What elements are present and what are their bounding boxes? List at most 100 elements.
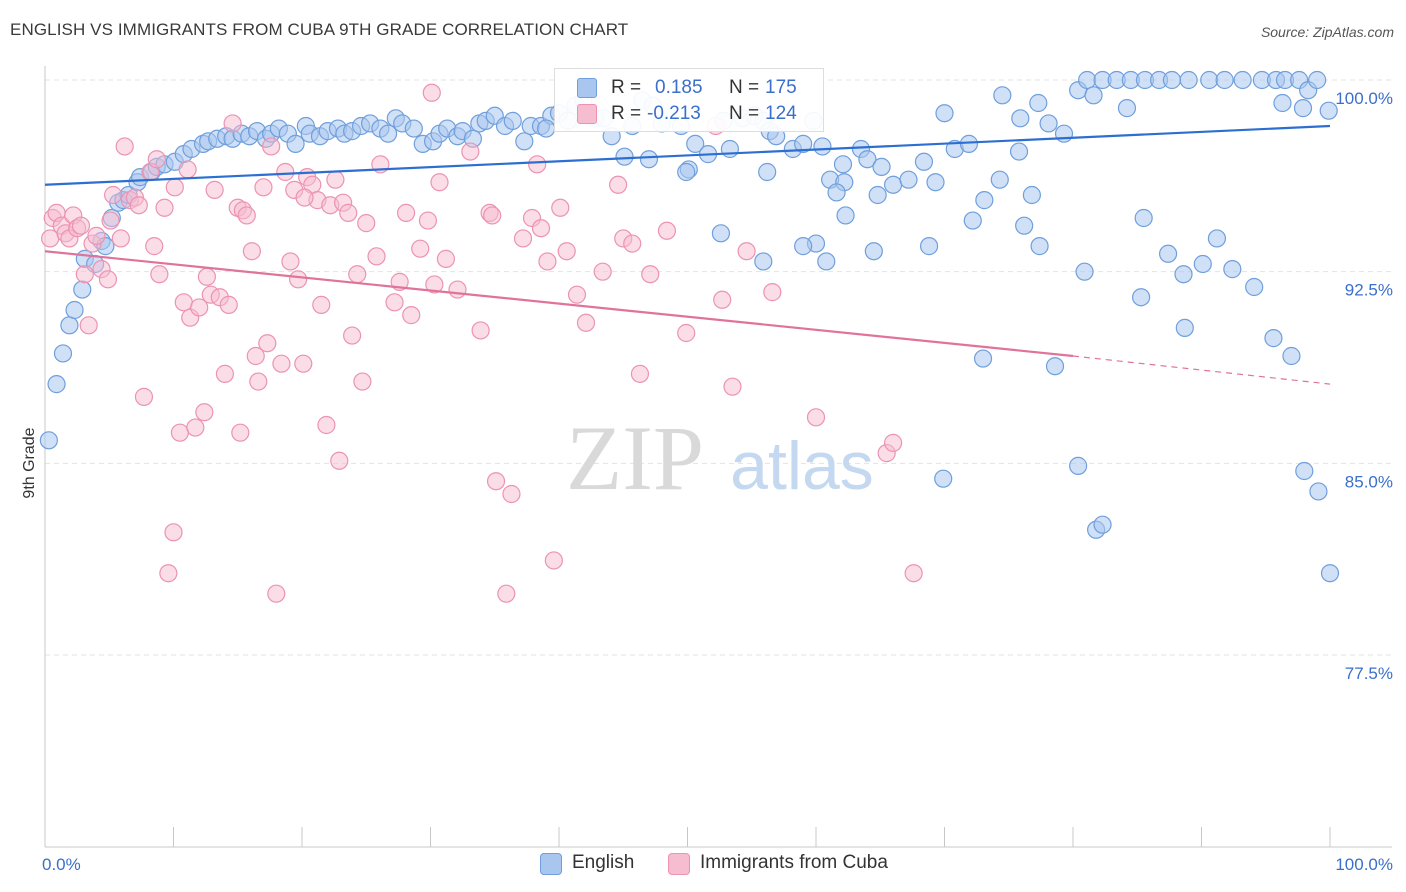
cuba-point	[630, 364, 650, 383]
cuba-point	[326, 170, 345, 189]
english-point	[39, 431, 58, 450]
gridlines	[45, 79, 1392, 656]
cuba-point	[294, 354, 313, 373]
english-point	[1193, 254, 1212, 274]
bottom-legend: English Immigrants from Cuba	[0, 852, 1406, 878]
english-point	[833, 155, 853, 174]
english-point	[883, 175, 903, 194]
english-point	[639, 150, 659, 169]
english-point	[813, 137, 832, 156]
cuba-point	[237, 206, 256, 225]
cuba-point	[657, 221, 677, 240]
english-point	[1245, 277, 1264, 297]
english-point	[1223, 260, 1242, 279]
english-point	[47, 375, 66, 394]
cuba-point	[723, 377, 742, 396]
cuba-point	[317, 415, 336, 435]
cuba-point	[312, 295, 331, 314]
x-tick-label: 100.0%	[1335, 855, 1393, 874]
english-point	[858, 150, 877, 169]
english-point	[1207, 229, 1227, 248]
english-point	[515, 132, 534, 151]
cuba-point	[806, 408, 826, 427]
stats-legend: R = 0.185 N = 175 R = -0.213 N = 124	[554, 68, 824, 132]
english-point	[1319, 101, 1338, 120]
english-point	[1200, 70, 1219, 90]
english-point	[919, 237, 939, 256]
y-tick-label: 100.0%	[1335, 89, 1393, 108]
cuba-point	[165, 178, 184, 197]
english-point	[899, 170, 918, 189]
cuba-point	[246, 346, 265, 366]
cuba-point	[197, 267, 217, 286]
source-credit: Source: ZipAtlas.com	[1260, 24, 1394, 40]
cuba-point	[483, 206, 502, 225]
watermark-atlas: atlas	[730, 428, 874, 504]
cuba-point	[159, 564, 178, 583]
cuba-swatch	[668, 853, 690, 875]
trend-lines	[44, 124, 1331, 385]
cuba-point	[174, 293, 193, 312]
cuba-point	[276, 162, 295, 182]
cuba-point	[295, 188, 314, 207]
cuba-point	[155, 198, 174, 217]
cuba-point	[330, 451, 349, 470]
y-tick-label: 92.5%	[1345, 281, 1393, 300]
cuba-point	[461, 142, 480, 161]
cuba-point	[486, 472, 506, 491]
cuba-point	[538, 252, 557, 271]
cuba-point	[609, 175, 628, 194]
y-tick-label: 85.0%	[1345, 472, 1393, 491]
english-point	[1233, 70, 1252, 90]
english-point	[864, 242, 883, 261]
english-point	[990, 170, 1009, 189]
cuba-point	[763, 283, 782, 302]
cuba-point	[231, 423, 250, 442]
watermark: ZIP atlas	[566, 407, 874, 509]
cuba-point	[357, 214, 376, 233]
english-point	[1215, 70, 1234, 90]
cuba-point	[425, 275, 444, 294]
cuba-point	[249, 372, 268, 391]
cuba-point	[513, 229, 533, 248]
cuba-point	[422, 83, 441, 102]
cuba-point	[258, 334, 277, 353]
cuba-trend-line	[44, 250, 1074, 358]
cuba-point	[215, 364, 234, 383]
english-point	[1308, 70, 1327, 90]
cuba-point	[677, 323, 696, 343]
cuba-point	[353, 372, 372, 391]
english-point	[65, 300, 84, 320]
cuba-point	[551, 198, 570, 217]
english-point	[1078, 70, 1097, 90]
english-point	[53, 344, 73, 363]
english-point	[1009, 142, 1029, 161]
n-value: 175	[765, 77, 797, 98]
cuba-point	[531, 219, 551, 238]
cuba-point	[262, 137, 281, 156]
english-point	[711, 224, 731, 243]
cuba-point	[87, 226, 106, 245]
watermark-zip: ZIP	[566, 407, 704, 509]
cuba-point	[557, 242, 576, 261]
english-point	[1282, 346, 1301, 366]
cuba-point	[71, 216, 91, 235]
cuba-point	[623, 234, 642, 253]
english-point	[868, 185, 887, 205]
cuba-point	[164, 523, 183, 542]
english-point	[503, 111, 522, 130]
english-point	[1011, 109, 1030, 128]
english-point	[836, 206, 855, 225]
x-tick-label: 0.0%	[42, 855, 81, 874]
cuba-point	[98, 270, 118, 289]
cuba-point	[205, 180, 224, 199]
cuba-point	[195, 403, 214, 422]
english-point	[60, 316, 79, 335]
english-point	[1175, 318, 1194, 337]
english-point	[1015, 216, 1034, 235]
english-point	[615, 147, 634, 166]
english-point	[1093, 515, 1112, 534]
english-point	[1320, 564, 1340, 583]
cuba-point	[385, 293, 404, 312]
english-point	[993, 86, 1012, 105]
